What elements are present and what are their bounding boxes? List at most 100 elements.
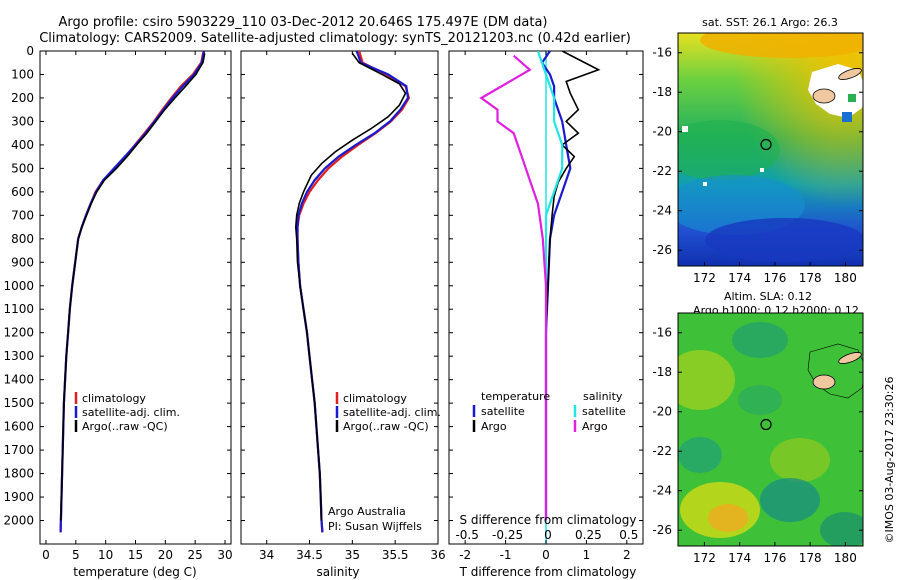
x-tick-label-top: 0.5 [619, 528, 638, 542]
sst-warm-band [700, 33, 863, 58]
map-y-tick-label: -18 [652, 85, 672, 99]
y-tick-label: 500 [11, 161, 34, 175]
x-tick-label: 35.5 [382, 548, 409, 562]
sla-high-patch [678, 350, 735, 410]
y-tick-label: 2000 [3, 514, 34, 528]
y-tick-label: 1500 [3, 396, 34, 410]
y-tick-label: 300 [11, 114, 34, 128]
sla-peak-patch [708, 504, 748, 532]
y-tick-label: 600 [11, 185, 34, 199]
x-tick-label: -2 [459, 548, 471, 562]
map-x-tick-label: 172 [693, 551, 716, 565]
map-x-tick-label: 176 [763, 551, 786, 565]
legend-title-salinity: salinity [583, 390, 623, 403]
x-tick-label: -1 [500, 548, 512, 562]
map-x-tick-label: 180 [834, 271, 857, 285]
map-y-tick-label: -26 [652, 243, 672, 257]
map-x-tick-label: 180 [834, 551, 857, 565]
map-y-tick-label: -16 [652, 326, 672, 340]
legend-s-argo: Argo [582, 420, 608, 433]
map-y-tick-label: -20 [652, 405, 672, 419]
temperature-panel [39, 50, 232, 545]
sst-cool-band [678, 120, 780, 180]
y-tick-label: 1700 [3, 443, 34, 457]
series-line-argo-raw-qc- [60, 53, 206, 521]
map-y-tick-label: -20 [652, 125, 672, 139]
x-tick-label: 2 [623, 548, 631, 562]
map-x-tick-label: 178 [799, 271, 822, 285]
fiji-island-vanua-levu [838, 352, 862, 364]
map-x-tick-label: 172 [693, 271, 716, 285]
sst-pixel [842, 112, 852, 122]
y-tick-label: 0 [26, 44, 34, 58]
legend-climatology: climatology [343, 392, 407, 405]
x-tick-label: 34.5 [296, 548, 323, 562]
profile-axes: 0 5 10 15 20 25 300100200300400500600700800900… [3, 44, 643, 562]
sst-deep-patch [705, 218, 863, 262]
map-x-tick-label: 176 [763, 271, 786, 285]
difference-legend: temperature salinity satellite Argo sate… [472, 390, 626, 433]
x-tick-label-top: -0.5 [455, 528, 478, 542]
sla-map-title: Altim. SLA: 0.12 [724, 290, 812, 303]
legend-satellite: satellite-adj. clim. [82, 406, 180, 419]
annotation-argo-australia: Argo Australia [328, 505, 406, 518]
fiji-island-viti-levu [812, 88, 836, 104]
sla-low-patch [732, 322, 788, 358]
salinity-plot [294, 51, 411, 533]
fiji-island-vanua-levu [838, 68, 862, 80]
series-line-salinity-argo [479, 54, 548, 521]
sst-map [678, 33, 863, 266]
x-tick-label: 0 [542, 548, 550, 562]
y-tick-label: 1100 [3, 302, 34, 316]
map-y-tick-label: -24 [652, 204, 672, 218]
x-tick-label: 1 [583, 548, 591, 562]
argo-location-marker [760, 138, 772, 151]
sst-map-frame [677, 32, 864, 267]
map-y-tick-label: -16 [652, 46, 672, 60]
sla-high-patch [770, 438, 830, 482]
map-x-tick-label: 178 [799, 551, 822, 565]
legend-s-satellite: satellite [582, 405, 626, 418]
x-tick-label: 5 [72, 548, 80, 562]
difference-xlabel: T difference from climatology [459, 565, 637, 579]
legend-argo: Argo(..raw -QC) [343, 420, 429, 433]
sla-map-axes: 172 174 176 178 180 -16 -18 -20 -22 -24 -26 [652, 326, 863, 565]
y-tick-label: 200 [11, 91, 34, 105]
sla-low-patch [760, 478, 820, 522]
legend-t-argo: Argo [481, 420, 507, 433]
x-tick-label: 30 [217, 548, 232, 562]
difference-plot [479, 51, 601, 544]
y-tick-label: 1400 [3, 373, 34, 387]
x-tick-label-top: 0.25 [575, 528, 602, 542]
y-tick-label: 1900 [3, 490, 34, 504]
y-tick-label: 400 [11, 138, 34, 152]
map-y-tick-label: -24 [652, 484, 672, 498]
y-tick-label: 100 [11, 67, 34, 81]
credit-text: ©IMOS 03-Aug-2017 23:30:26 [883, 377, 896, 544]
header-line1: Argo profile: csiro 5903229_110 03-Dec-2… [59, 15, 548, 30]
x-tick-label: 25 [188, 548, 203, 562]
y-tick-label: 1800 [3, 467, 34, 481]
x-tick-label: 15 [128, 548, 143, 562]
map-x-tick-label: 174 [728, 271, 751, 285]
x-tick-label-top: 0 [544, 528, 552, 542]
y-tick-label: 700 [11, 208, 34, 222]
y-tick-label: 1300 [3, 349, 34, 363]
temperature-legend: climatology satellite-adj. clim. Argo(..… [74, 392, 180, 433]
argo-location-marker [760, 418, 772, 431]
y-tick-label: 1000 [3, 279, 34, 293]
map-y-tick-label: -18 [652, 365, 672, 379]
salinity-panel [240, 50, 439, 545]
x-tick-label: 36 [430, 548, 445, 562]
difference-xlabel-top: S difference from climatology [460, 513, 637, 527]
x-tick-label-top: -0.25 [492, 528, 523, 542]
legend-t-satellite: satellite [481, 405, 525, 418]
y-tick-label: 800 [11, 232, 34, 246]
legend-title-temperature: temperature [481, 390, 550, 403]
map-y-tick-label: -22 [652, 444, 672, 458]
x-tick-label: 20 [158, 548, 173, 562]
annotation-pi: PI: Susan Wijffels [328, 520, 422, 533]
x-tick-label: 34 [259, 548, 274, 562]
sla-low-patch [820, 512, 863, 546]
